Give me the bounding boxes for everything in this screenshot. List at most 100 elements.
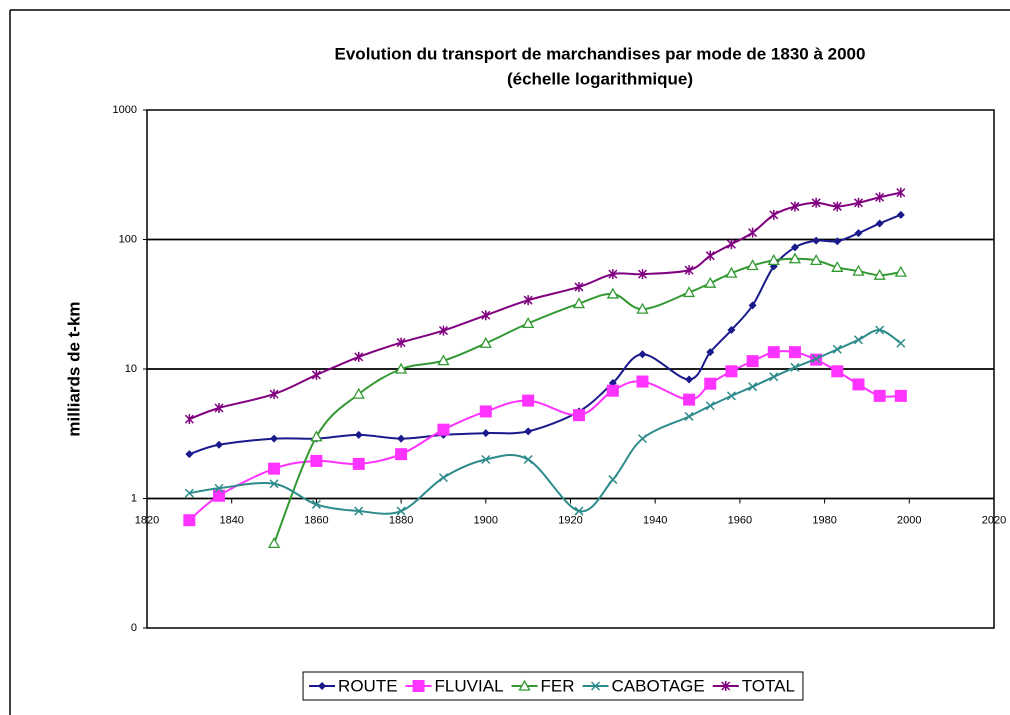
legend-label: ROUTE [338, 676, 398, 695]
marker [767, 346, 780, 359]
marker [572, 297, 586, 309]
marker [896, 210, 905, 219]
legend-marker [591, 681, 601, 691]
marker [812, 236, 821, 245]
marker [748, 227, 758, 238]
legend-item: FER [511, 676, 575, 695]
marker [212, 489, 225, 502]
legend-label: CABOTAGE [612, 676, 705, 695]
series [185, 210, 905, 459]
marker [184, 488, 194, 498]
marker [608, 269, 618, 280]
marker [214, 440, 223, 449]
marker [894, 389, 907, 402]
marker [637, 269, 648, 280]
marker [790, 362, 800, 372]
marker [523, 295, 533, 306]
y-tick-label: 1000 [113, 104, 137, 116]
marker [706, 348, 715, 357]
legend-label: TOTAL [742, 676, 795, 695]
marker [437, 354, 450, 366]
marker [396, 506, 406, 516]
marker [790, 201, 800, 212]
marker [523, 454, 533, 465]
marker [310, 454, 323, 467]
legend-label: FLUVIAL [435, 676, 504, 695]
marker [726, 239, 736, 250]
marker [831, 260, 844, 272]
marker [811, 354, 821, 364]
marker [873, 268, 886, 280]
x-tick-label: 1960 [728, 514, 752, 526]
marker [684, 411, 694, 421]
marker [746, 355, 759, 368]
x-tick-label: 2020 [982, 514, 1006, 526]
marker [438, 325, 448, 336]
marker [875, 325, 885, 335]
series [184, 325, 906, 516]
marker [636, 375, 649, 388]
marker [725, 365, 738, 378]
marker [790, 243, 799, 252]
marker [352, 387, 365, 399]
marker [183, 514, 196, 527]
x-tick-label: 1840 [219, 514, 243, 526]
marker [873, 389, 886, 402]
marker [833, 237, 842, 246]
marker [832, 344, 842, 354]
marker [574, 506, 584, 516]
series-line [188, 191, 902, 421]
series [184, 187, 906, 425]
marker [726, 391, 736, 401]
marker [479, 336, 492, 348]
marker [852, 264, 865, 276]
legend-marker [721, 681, 731, 691]
marker [852, 378, 865, 391]
marker [352, 457, 365, 470]
marker [396, 337, 406, 348]
x-tick-label: 1880 [389, 514, 413, 526]
legend-marker [318, 682, 327, 690]
marker [311, 499, 321, 509]
marker [896, 338, 906, 348]
marker [214, 483, 224, 493]
x-tick-label: 2000 [897, 514, 921, 526]
marker [811, 197, 821, 208]
marker [685, 375, 694, 384]
marker [437, 423, 450, 436]
legend-item: CABOTAGE [582, 676, 705, 695]
series [183, 346, 907, 527]
marker [214, 402, 224, 413]
marker [438, 473, 448, 483]
marker [354, 506, 364, 516]
marker [746, 259, 759, 271]
marker [854, 229, 863, 238]
marker [479, 405, 492, 418]
marker [270, 434, 279, 443]
marker [522, 394, 535, 407]
marker [268, 462, 281, 475]
marker [748, 382, 758, 392]
marker [574, 281, 584, 292]
marker [184, 414, 194, 425]
x-tick-label: 1900 [474, 514, 498, 526]
marker [853, 335, 864, 345]
chart-subtitle: (échelle logarithmique) [507, 69, 693, 88]
marker [185, 450, 194, 459]
marker [684, 265, 694, 276]
marker [394, 362, 408, 374]
marker [310, 430, 323, 442]
marker [853, 197, 864, 208]
marker [269, 389, 279, 400]
marker [748, 301, 757, 310]
marker [704, 377, 717, 390]
marker [832, 201, 842, 212]
x-tick-label: 1860 [304, 514, 328, 526]
marker [395, 448, 408, 461]
series-line [188, 350, 901, 521]
marker [896, 187, 906, 198]
marker [875, 192, 885, 203]
y-tick-label: 10 [125, 363, 137, 375]
marker [810, 254, 823, 266]
marker [705, 250, 715, 261]
